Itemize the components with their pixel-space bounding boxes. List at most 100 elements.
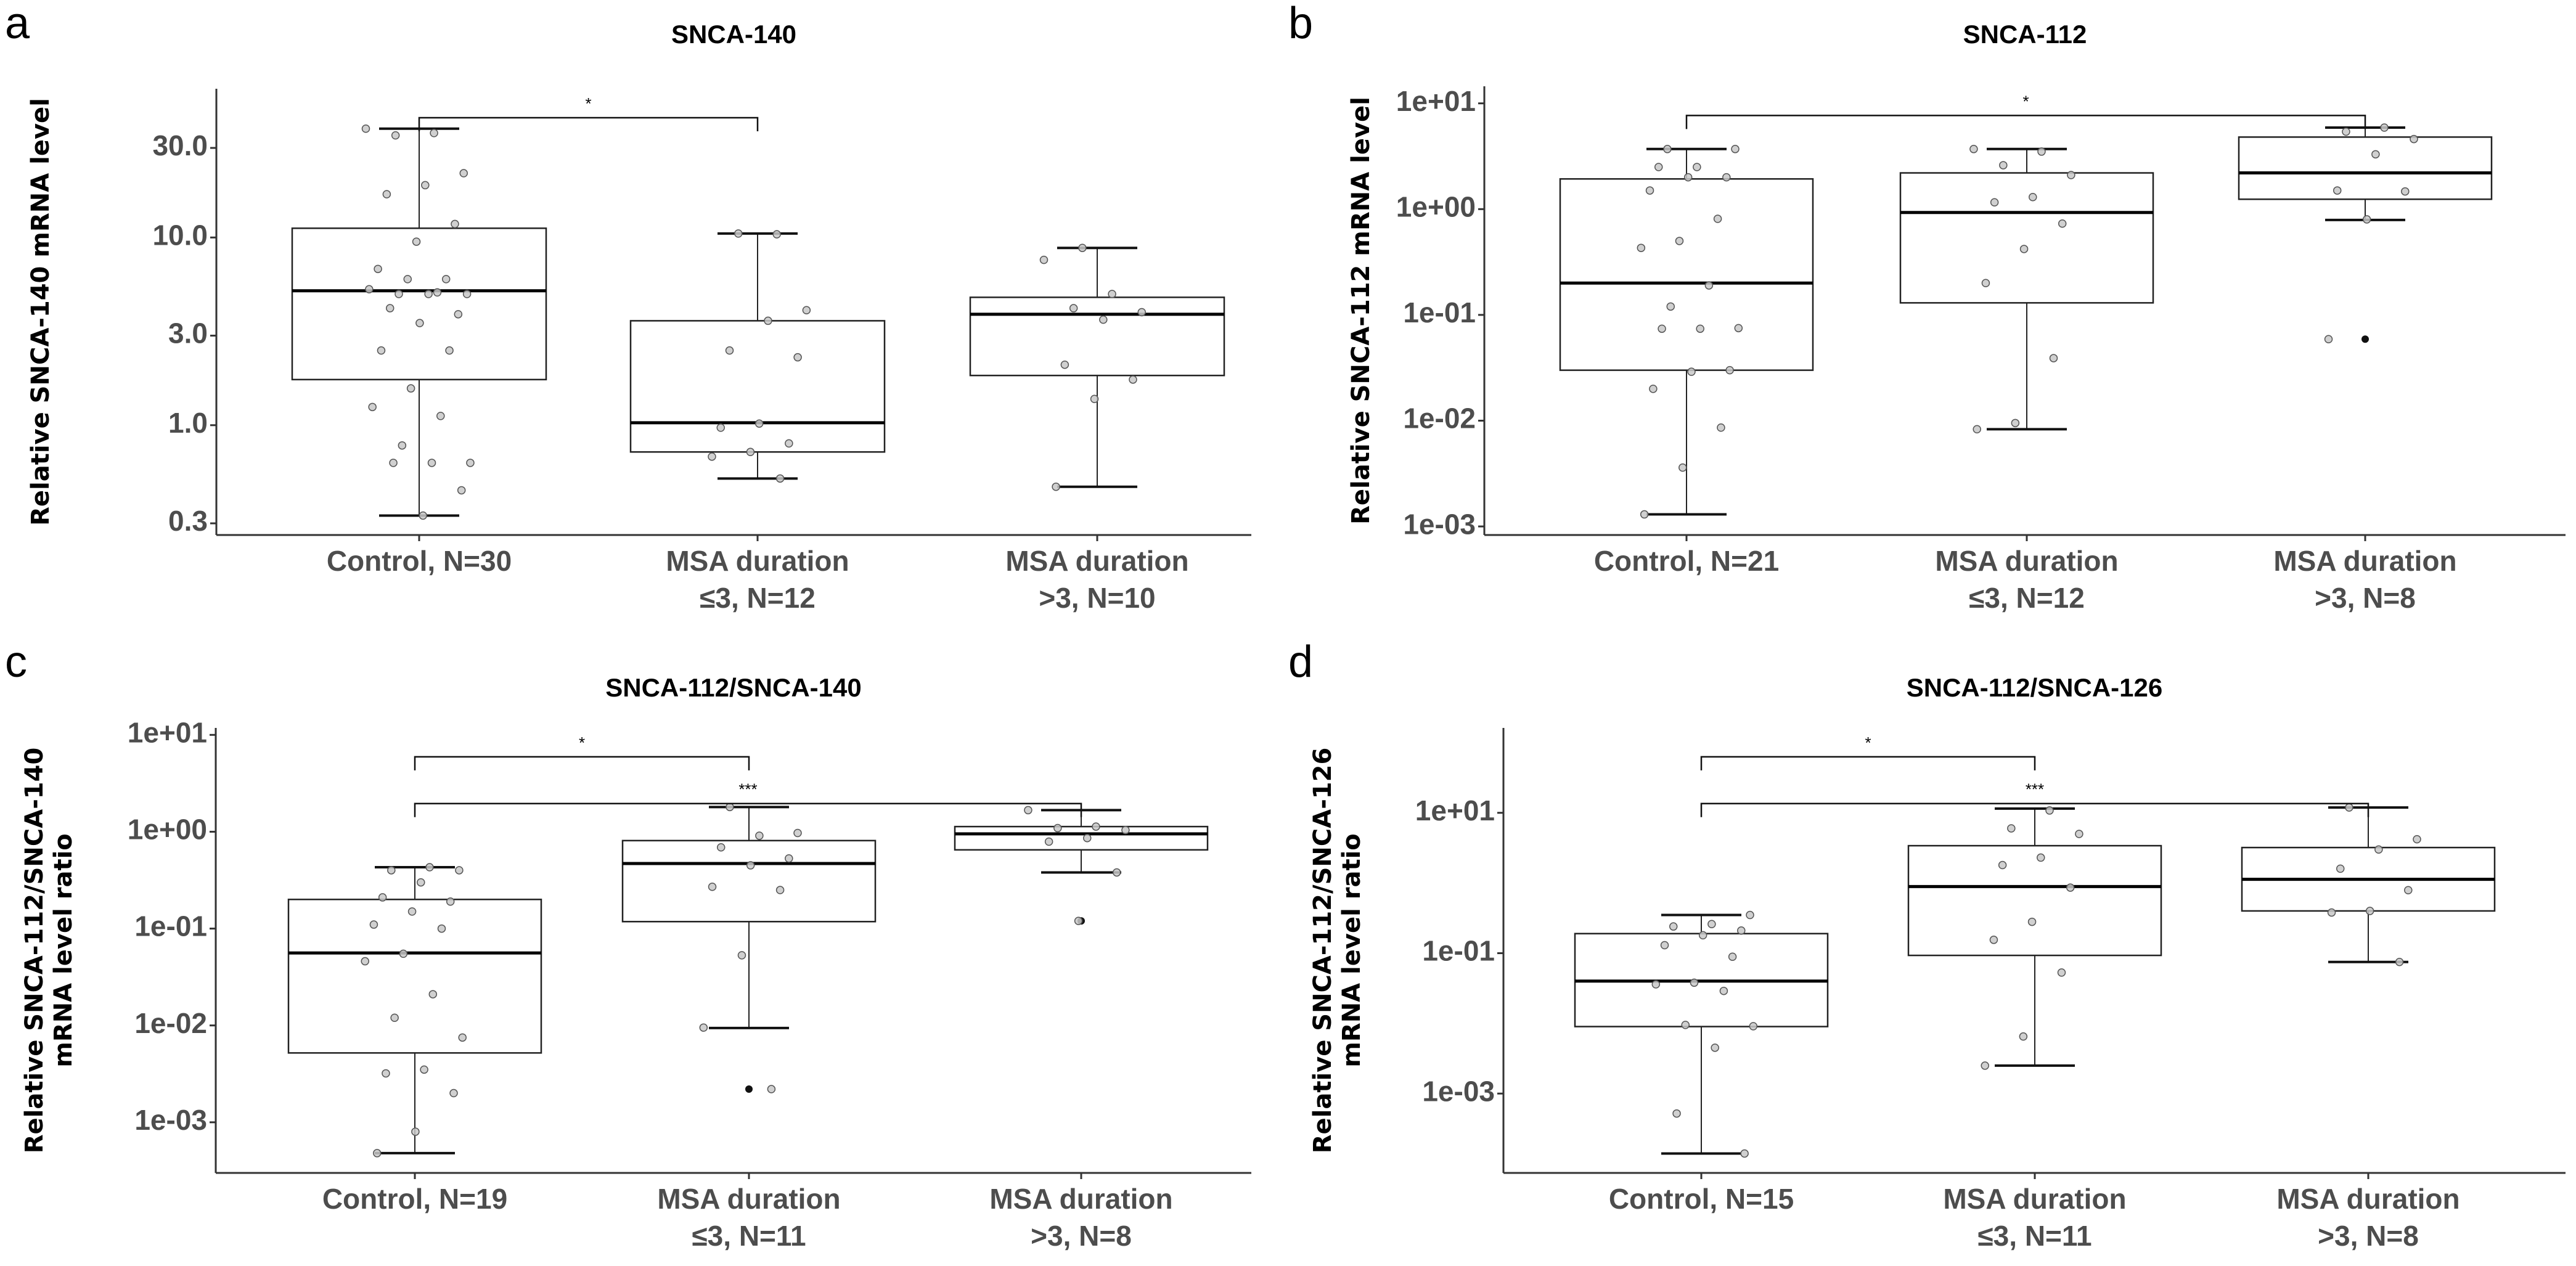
box-1: [1907, 806, 2162, 1070]
iqr-box: [954, 825, 1209, 851]
x-tick-label: >3, N=8: [2318, 1220, 2419, 1252]
data-point: [368, 402, 377, 412]
data-point: [699, 1023, 708, 1032]
data-point: [1713, 214, 1722, 223]
data-point: [793, 353, 802, 362]
data-point: [746, 861, 755, 870]
data-point: [1637, 243, 1646, 252]
data-point: [406, 384, 415, 393]
data-point: [802, 306, 811, 314]
data-point: [2345, 803, 2353, 812]
data-point: [2019, 245, 2029, 253]
data-point: [1645, 186, 1654, 195]
data-point: [1074, 917, 1083, 925]
y-tick-label: 1e-01: [134, 910, 207, 942]
x-tick-label: ≤3, N=11: [692, 1220, 806, 1252]
data-point: [1690, 978, 1699, 987]
y-tick-label: 1e+00: [1396, 190, 1476, 223]
x-tick-label: Control, N=15: [1609, 1183, 1794, 1215]
data-point: [755, 831, 764, 840]
data-point: [1112, 868, 1121, 877]
outlier-point: [745, 1085, 753, 1093]
chart-title: SNCA-140: [671, 20, 796, 49]
panel-letter: d: [1288, 637, 1313, 687]
iqr-box: [621, 839, 877, 923]
data-point: [377, 346, 386, 355]
data-point: [1121, 826, 1130, 835]
y-tick-label: 1e-01: [1422, 935, 1495, 967]
x-tick-label: ≤3, N=11: [1977, 1220, 2091, 1252]
data-point: [1052, 482, 1060, 491]
significance-label: ***: [738, 780, 757, 799]
data-point: [403, 275, 412, 284]
data-point: [708, 883, 717, 891]
iqr-box: [1559, 178, 1814, 371]
box-1: [629, 229, 886, 483]
data-point: [1654, 163, 1663, 171]
data-point: [2324, 335, 2333, 343]
data-point: [446, 897, 455, 906]
data-point: [415, 319, 424, 327]
data-point: [390, 1013, 399, 1023]
data-point: [1137, 308, 1146, 317]
data-point: [2362, 215, 2371, 224]
data-point: [2029, 192, 2037, 202]
significance-bracket: [414, 802, 1082, 817]
panel-d: d SNCA-112/SNCA-126 Relative SNCA-112/SNCA…: [1288, 637, 2566, 1252]
data-point: [1108, 290, 1116, 298]
iqr-box: [629, 320, 886, 453]
data-point: [1024, 806, 1032, 815]
significance-label: *: [585, 94, 591, 113]
data-point: [775, 886, 785, 894]
x-tick-label: Control, N=19: [322, 1183, 507, 1215]
data-point: [734, 229, 743, 238]
data-point: [389, 459, 398, 467]
data-point: [1658, 324, 1666, 333]
data-point: [2413, 835, 2421, 844]
iqr-box: [1899, 172, 2154, 304]
data-point: [2410, 134, 2418, 144]
box-2: [969, 243, 1225, 491]
x-tick-label: Control, N=30: [327, 545, 512, 577]
data-point: [2327, 908, 2336, 917]
data-point: [1681, 1021, 1690, 1029]
data-point: [449, 1088, 458, 1098]
data-point: [1998, 860, 2007, 870]
y-axis-label: Relative SNCA-140 mRNA level: [27, 98, 55, 526]
data-point: [1666, 302, 1675, 311]
panel-letter: c: [5, 637, 27, 687]
x-tick-label: ≤3, N=12: [700, 582, 816, 614]
data-point: [428, 990, 438, 999]
data-point: [1999, 161, 2008, 169]
data-point: [374, 264, 382, 274]
data-point: [2336, 864, 2345, 873]
panel-letter: b: [1288, 0, 1313, 48]
data-point: [1731, 145, 1740, 153]
box-2: [954, 806, 1209, 925]
data-point: [2049, 354, 2058, 362]
y-axis-label: mRNA level ratio: [1338, 833, 1366, 1068]
x-tick-label: MSA duration: [657, 1183, 840, 1215]
y-tick-label: 1e+01: [1396, 85, 1476, 117]
iqr-box: [291, 227, 547, 381]
box-0: [287, 863, 542, 1158]
x-tick-label: ≤3, N=12: [1969, 582, 2085, 614]
data-point: [764, 316, 772, 325]
chart-title: SNCA-112: [1963, 20, 2087, 49]
significance-bracket: [418, 116, 759, 132]
data-point: [1044, 837, 1053, 846]
data-point: [1981, 279, 1990, 287]
data-point: [455, 866, 464, 875]
data-point: [2404, 886, 2413, 895]
data-point: [1693, 163, 1701, 171]
data-point: [399, 949, 408, 958]
data-point: [726, 802, 734, 812]
data-point: [385, 304, 395, 312]
data-point: [1060, 360, 1069, 369]
data-point: [793, 828, 802, 838]
x-tick-label: MSA duration: [1943, 1183, 2126, 1215]
data-point: [2019, 1032, 2028, 1041]
iqr-box: [969, 296, 1225, 377]
data-point: [1734, 324, 1743, 333]
data-point: [1099, 315, 1108, 324]
